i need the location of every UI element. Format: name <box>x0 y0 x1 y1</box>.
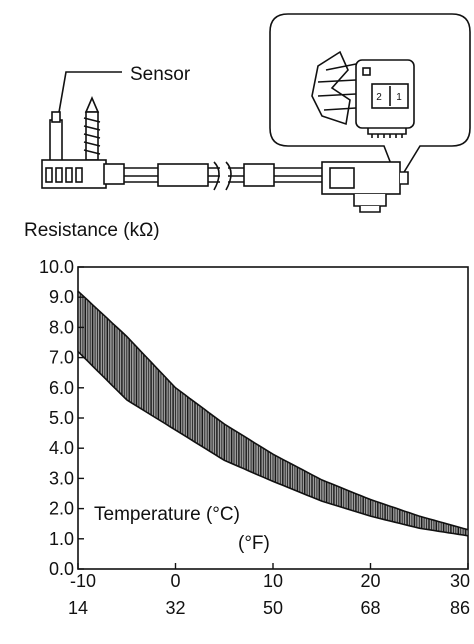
y-tick-label: 7.0 <box>49 348 74 368</box>
connector-pin-2: 2 <box>376 92 382 103</box>
y-tick-label: 5.0 <box>49 408 74 428</box>
series-lower-line <box>77 351 469 537</box>
x-axis-label-celsius: Temperature (°C) <box>94 504 240 525</box>
x-tick-label-celsius: 20 <box>360 571 380 591</box>
y-tick-label: 8.0 <box>49 317 74 337</box>
connector-face <box>311 50 415 138</box>
y-tick-label: 10.0 <box>39 257 74 277</box>
x-tick-label-fahrenheit: 86 <box>450 598 470 618</box>
y-tick-label: 2.0 <box>49 499 74 519</box>
x-tick-label-fahrenheit: 50 <box>263 598 283 618</box>
sensor-leader-line <box>57 71 122 119</box>
cable-connector <box>321 161 409 213</box>
x-tick-label-fahrenheit: 68 <box>360 598 380 618</box>
resistance-chart: 0.0 1.0 2.0 3.0 4.0 5.0 6.0 7.0 8.0 9.0 10.0 -10 14… <box>39 257 470 618</box>
y-tick-label: 6.0 <box>49 378 74 398</box>
y-tick-label: 0.0 <box>49 559 74 579</box>
y-tick-label: 1.0 <box>49 529 74 549</box>
x-axis-label-bg <box>90 500 288 528</box>
sensor-body <box>41 95 125 189</box>
x-tick-label-celsius: -10 <box>70 571 96 591</box>
connector-pin-1: 1 <box>396 92 402 103</box>
x-ticks: -10 14 0 32 10 50 20 68 30 86 <box>68 563 470 618</box>
sensor-cable <box>124 161 322 191</box>
y-ticks: 0.0 1.0 2.0 3.0 4.0 5.0 6.0 7.0 8.0 9.0 10.0 <box>39 257 84 579</box>
x-axis-label-fahrenheit: (°F) <box>238 533 270 554</box>
x-tick-label-fahrenheit: 14 <box>68 598 88 618</box>
sensor-illustration <box>41 13 471 213</box>
series-upper-line <box>77 290 469 531</box>
x-tick-label-celsius: 0 <box>170 571 180 591</box>
y-tick-label: 4.0 <box>49 438 74 458</box>
y-tick-label: 3.0 <box>49 468 74 488</box>
y-axis-label: Resistance (kΩ) <box>24 220 160 241</box>
y-tick-label: 9.0 <box>49 287 74 307</box>
x-tick-label-celsius: 30 <box>450 571 470 591</box>
x-tick-label-fahrenheit: 32 <box>165 598 185 618</box>
resistance-band <box>77 290 469 537</box>
x-tick-label-celsius: 10 <box>263 571 283 591</box>
sensor-label: Sensor <box>130 64 191 85</box>
